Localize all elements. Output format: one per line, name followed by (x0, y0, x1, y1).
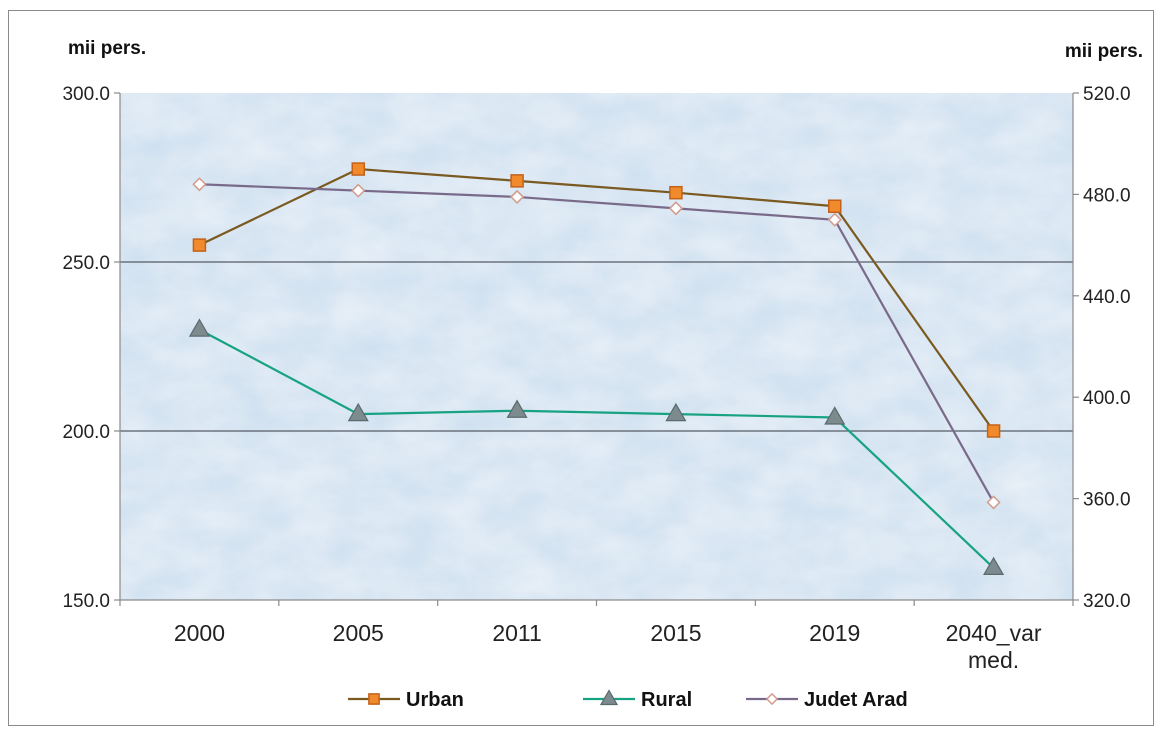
series-line-judet-arad (199, 183, 995, 503)
legend-swatch-marker (368, 693, 380, 705)
data-point-judet-arad (351, 183, 366, 198)
legend-label-rural: Rural (641, 689, 692, 711)
gridlines (120, 261, 1073, 432)
data-point-judet-arad (986, 495, 1001, 510)
data-point-judet-arad (510, 189, 525, 204)
legend-item-judet-arad: Judet Arad (746, 689, 908, 711)
y-left-tick-label: 250.0 (62, 253, 110, 274)
legend: Urban Rural Judet Arad (348, 689, 908, 711)
x-category-label: 2005 (333, 620, 384, 646)
legend-swatch-marker (599, 689, 619, 706)
data-point-rural (188, 318, 210, 337)
data-point-rural (506, 399, 528, 418)
x-category-labels: 2000 2005 2011 2015 2019 2040_var med. (119, 600, 1074, 673)
y-right-tick-label: 480.0 (1083, 185, 1131, 206)
data-point-judet-arad (192, 177, 207, 192)
data-point-urban (828, 199, 842, 213)
series-urban (192, 162, 1001, 438)
y-right-tick-label: 520.0 (1083, 84, 1131, 105)
data-point-urban (510, 174, 524, 188)
y-right-tick-labels: 320.0 360.0 400.0 440.0 480.0 520.0 (1073, 84, 1131, 612)
data-point-judet-arad (827, 212, 842, 227)
series-line-rural (198, 328, 995, 569)
series-line-urban (198, 167, 995, 432)
x-category-label: 2040_var med. (946, 620, 1042, 673)
y-right-tick-label: 320.0 (1083, 591, 1131, 612)
series-judet-arad (192, 177, 1001, 510)
x-category-label: 2011 (492, 620, 541, 646)
y-right-tick-label: 440.0 (1083, 287, 1131, 308)
legend-item-urban: Urban (348, 689, 464, 711)
data-point-rural (824, 406, 846, 425)
data-point-urban (669, 185, 683, 200)
x-category-label: 2019 (809, 620, 860, 646)
data-point-urban (351, 162, 365, 176)
y-right-tick-label: 360.0 (1083, 490, 1131, 511)
data-point-rural (347, 402, 369, 422)
plot-area (120, 93, 1073, 600)
legend-swatch-marker (765, 692, 779, 706)
data-point-urban (986, 424, 1001, 438)
y-left-tick-label: 200.0 (62, 422, 110, 443)
data-point-rural (665, 402, 687, 422)
series-lines (188, 162, 1005, 575)
y-right-unit-label: mii pers. (1065, 41, 1143, 62)
data-point-rural (983, 556, 1005, 575)
legend-label-urban: Urban (406, 689, 464, 711)
data-point-judet-arad (668, 201, 683, 216)
series-rural (188, 318, 1005, 575)
x-category-label: 2000 (174, 620, 225, 646)
y-left-tick-label: 150.0 (62, 591, 110, 612)
legend-label-judet-arad: Judet Arad (804, 689, 908, 711)
y-left-unit-label: mii pers. (68, 38, 146, 59)
legend-item-rural: Rural (583, 689, 692, 711)
data-point-urban (192, 238, 207, 252)
y-right-tick-label: 400.0 (1083, 388, 1131, 409)
y-left-tick-labels: 150.0 200.0 250.0 300.0 (62, 84, 120, 612)
y-left-tick-label: 300.0 (62, 84, 110, 105)
x-category-label: 2015 (650, 620, 701, 646)
